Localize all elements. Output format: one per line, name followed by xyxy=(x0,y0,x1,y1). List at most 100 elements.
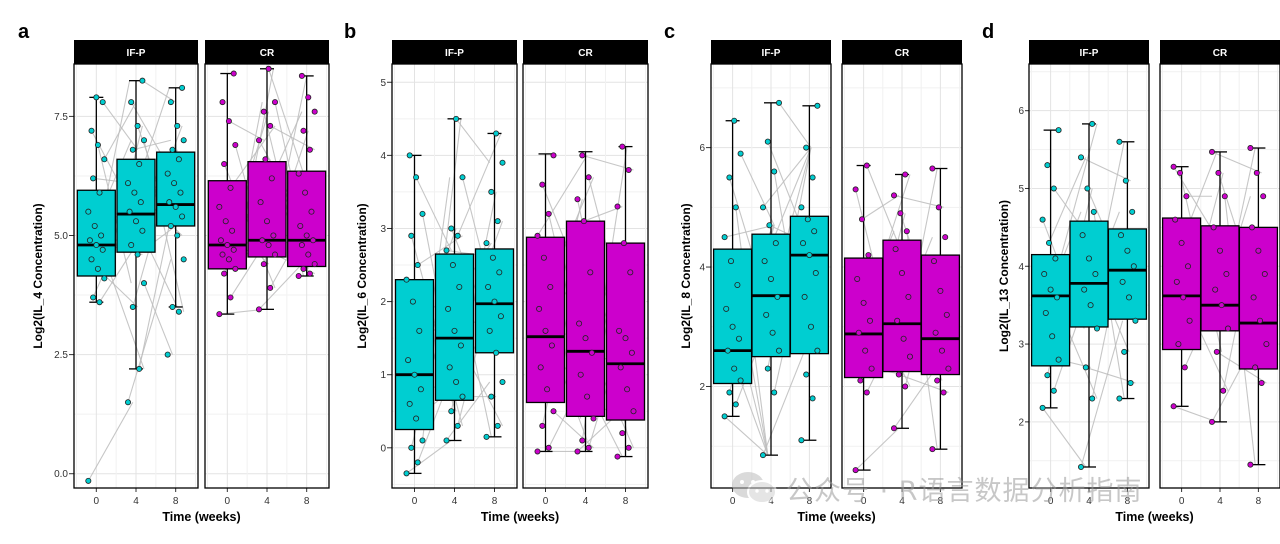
data-point xyxy=(488,393,495,400)
data-point xyxy=(902,383,909,390)
facet-border xyxy=(73,63,199,489)
facet-cr: CR 0 4 8 xyxy=(522,40,649,507)
y-tick-label: 5 xyxy=(1018,184,1024,195)
data-point xyxy=(587,269,594,276)
data-point xyxy=(940,389,947,396)
box-iqr xyxy=(434,253,475,401)
y-tick-label: 2 xyxy=(380,297,386,308)
box-iqr xyxy=(1200,225,1240,332)
data-point xyxy=(1209,148,1216,155)
data-point xyxy=(454,232,461,239)
paired-line xyxy=(132,139,172,151)
data-point xyxy=(86,237,93,244)
facet-strip-label: CR xyxy=(1213,48,1228,59)
y-tick-label: 7.5 xyxy=(54,112,68,123)
data-point xyxy=(265,242,272,249)
data-point xyxy=(1121,348,1128,355)
data-point xyxy=(125,180,132,187)
data-point xyxy=(1209,418,1216,425)
data-point xyxy=(1052,255,1059,262)
x-tick-label: 4 xyxy=(768,496,774,507)
data-point xyxy=(1260,193,1267,200)
data-point xyxy=(259,237,266,244)
data-point xyxy=(1054,294,1061,301)
data-point xyxy=(737,150,744,157)
panel-a: a Log2(IL_4 Concentration) 0.0 2.5 5.0 7.5 Tim… xyxy=(18,21,330,524)
data-point xyxy=(732,204,739,211)
data-point xyxy=(574,448,581,455)
facet-strip-label: CR xyxy=(895,48,910,59)
data-point xyxy=(1261,271,1268,278)
data-point xyxy=(723,305,730,312)
data-point xyxy=(85,477,92,484)
data-point xyxy=(1084,185,1091,192)
data-point xyxy=(619,430,626,437)
data-point xyxy=(931,258,938,265)
box-cr-week-8 xyxy=(605,143,646,460)
x-tick-label: 0 xyxy=(225,496,231,507)
facet-strip-label: IF-P xyxy=(445,48,464,59)
wechat-icon xyxy=(732,472,777,504)
data-point xyxy=(448,408,455,415)
data-point xyxy=(129,146,136,153)
data-point xyxy=(929,446,936,453)
box-if-p-week-0 xyxy=(76,94,116,484)
data-point xyxy=(225,118,232,125)
box-iqr xyxy=(843,257,884,379)
data-point xyxy=(857,377,864,384)
data-point xyxy=(737,377,744,384)
y-tick-label: 6 xyxy=(1018,106,1024,117)
data-point xyxy=(771,168,778,175)
data-point xyxy=(1086,255,1093,262)
data-point xyxy=(1092,271,1099,278)
data-point xyxy=(257,199,264,206)
box-if-p-week-4 xyxy=(751,99,791,459)
box-if-p-week-0 xyxy=(394,152,435,477)
data-point xyxy=(1250,294,1257,301)
data-point xyxy=(295,170,302,177)
data-point xyxy=(483,433,490,440)
data-point xyxy=(483,240,490,247)
paired-line xyxy=(740,380,769,456)
data-point xyxy=(899,270,906,277)
data-point xyxy=(942,234,949,241)
data-point xyxy=(550,152,557,159)
box-iqr xyxy=(156,151,196,227)
paired-line xyxy=(228,120,265,141)
data-point xyxy=(1225,325,1232,332)
facet-strip-label: CR xyxy=(260,48,275,59)
data-point xyxy=(768,275,775,282)
data-point xyxy=(300,265,307,272)
paired-line xyxy=(1042,407,1087,468)
box-if-p-week-0 xyxy=(712,117,753,420)
data-point xyxy=(1122,177,1129,184)
box-cr-week-0 xyxy=(525,152,566,455)
box-iqr xyxy=(474,248,515,354)
data-point xyxy=(932,329,939,336)
data-point xyxy=(895,371,902,378)
data-point xyxy=(902,171,909,178)
data-point xyxy=(1223,271,1230,278)
data-point xyxy=(537,364,544,371)
data-point xyxy=(227,294,234,301)
paired-line xyxy=(102,101,139,151)
data-point xyxy=(134,122,141,129)
data-point xyxy=(803,144,810,151)
data-point xyxy=(406,400,413,407)
facet-strip-label: IF-P xyxy=(127,48,146,59)
data-point xyxy=(414,459,421,466)
panel-label: c xyxy=(664,21,675,43)
data-point xyxy=(1055,356,1062,363)
data-point xyxy=(445,305,452,312)
data-point xyxy=(300,127,307,134)
data-point xyxy=(728,258,735,265)
data-point xyxy=(136,365,143,372)
x-tick-label: 8 xyxy=(173,496,179,507)
data-point xyxy=(731,117,738,124)
y-tick-label: 2.5 xyxy=(54,350,68,361)
paired-line xyxy=(87,401,134,482)
box-cr-week-0 xyxy=(1161,163,1202,410)
data-point xyxy=(311,261,318,268)
data-point xyxy=(128,242,135,249)
facet-strip-label: CR xyxy=(578,48,593,59)
